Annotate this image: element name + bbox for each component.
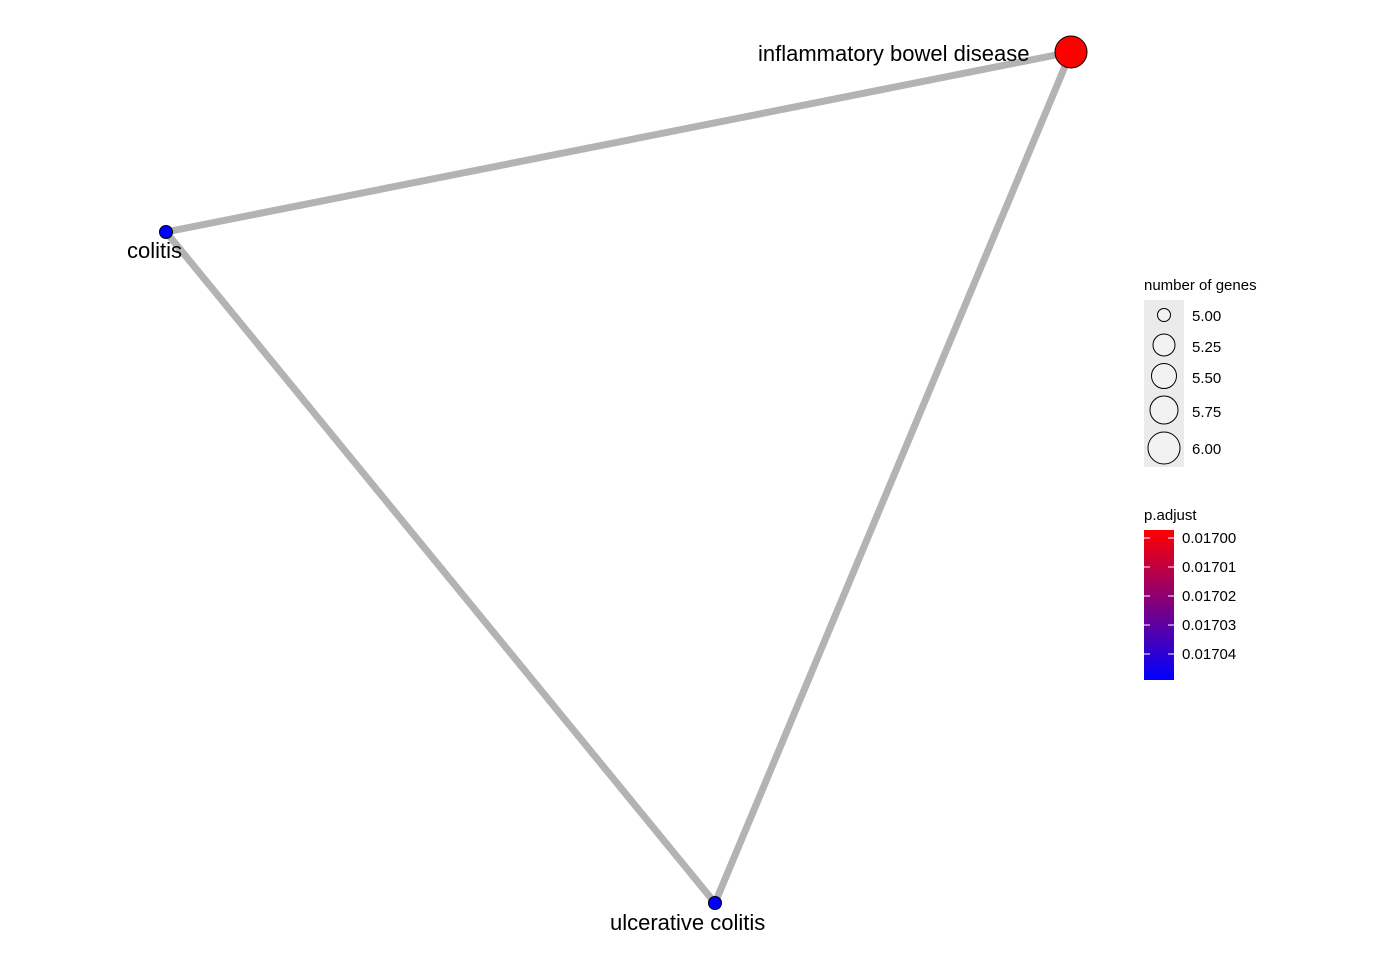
size-legend-label-5-00: 5.00: [1192, 308, 1221, 325]
color-legend-title: p.adjust: [1144, 507, 1197, 524]
size-legend-label-5-50: 5.50: [1192, 370, 1221, 387]
size-legend-circle-5-50: [1151, 363, 1177, 389]
edge-colitis-ulcerative-colitis: [163, 229, 718, 906]
color-legend-label-3: 0.01703: [1182, 617, 1236, 634]
edge-ibd-colitis: [165, 48, 1072, 236]
color-legend-label-2: 0.01702: [1182, 588, 1236, 605]
size-legend-label-5-75: 5.75: [1192, 404, 1221, 421]
node-label-inflammatory-bowel-disease: inflammatory bowel disease: [758, 41, 1029, 66]
color-legend-label-0: 0.01700: [1182, 530, 1236, 547]
nodes: [159, 35, 1088, 910]
color-legend-ticks: [1144, 537, 1174, 655]
color-legend-label-4: 0.01704: [1182, 646, 1236, 663]
color-legend: p.adjust 0.01700 0.01701 0.01702 0.01703…: [1144, 507, 1236, 680]
node-colitis[interactable]: [159, 225, 173, 239]
color-legend-label-1: 0.01701: [1182, 559, 1236, 576]
size-legend-label-6-00: 6.00: [1192, 441, 1221, 458]
size-legend-circle-5-25: [1152, 333, 1176, 357]
node-label-ulcerative-colitis: ulcerative colitis: [610, 910, 765, 935]
color-legend-bar: [1144, 530, 1174, 680]
edges: [163, 48, 1075, 906]
size-legend-circle-6-00: [1147, 431, 1181, 465]
size-legend-circle-5-75: [1149, 395, 1179, 425]
size-legend-title: number of genes: [1144, 277, 1257, 294]
edge-ibd-ulcerative-colitis: [711, 50, 1075, 905]
node-labels: inflammatory bowel disease colitis ulcer…: [127, 41, 1029, 935]
size-legend-label-5-25: 5.25: [1192, 339, 1221, 356]
node-label-colitis: colitis: [127, 238, 182, 263]
node-ulcerative-colitis[interactable]: [708, 896, 722, 910]
size-legend-circle-5-00: [1157, 308, 1171, 322]
node-inflammatory-bowel-disease[interactable]: [1054, 35, 1088, 69]
size-legend: number of genes 5.00 5.25 5.50 5.75 6.00: [1144, 277, 1257, 467]
